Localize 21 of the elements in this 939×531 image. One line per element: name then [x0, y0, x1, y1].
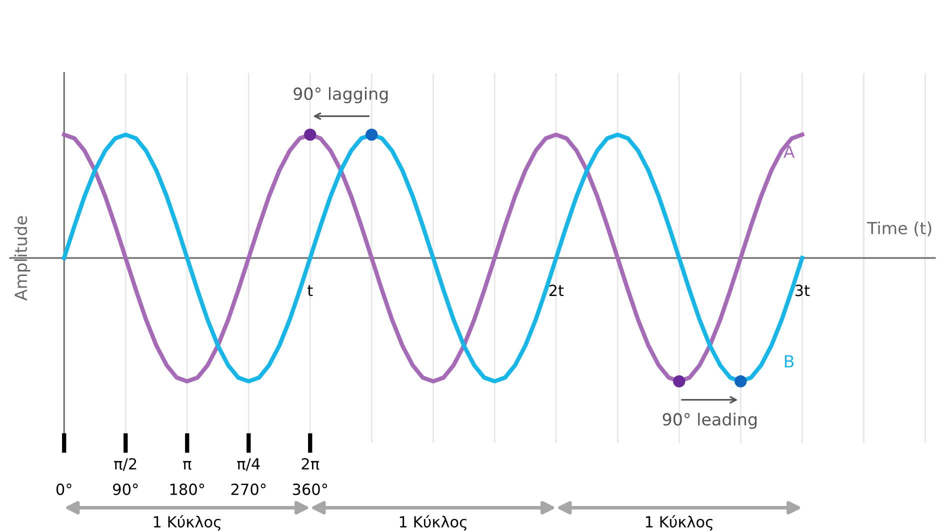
text: π: [183, 461, 192, 470]
text: π/4: [237, 458, 260, 471]
x2-tick-label: 360°: [292, 484, 328, 496]
annotation: 90° lagging: [294, 87, 388, 104]
text: 1 Κύκλος: [400, 515, 467, 531]
series-label: B: [784, 355, 794, 368]
x2-tick-label: 180°: [170, 484, 204, 496]
text: π/2: [114, 458, 136, 471]
x2-tick-label: 0°: [56, 484, 72, 496]
x-tick-label: t: [308, 285, 313, 296]
x-tick-label: 3t: [795, 284, 810, 296]
annotation: 90° leading: [662, 412, 757, 429]
text: 1 Κύκλος: [646, 515, 713, 531]
text: 1 Κύκλος: [154, 515, 221, 531]
series-label: A: [784, 146, 795, 158]
x-tick-label: 2t: [549, 284, 564, 296]
x-axis-title: Time (t): [866, 222, 932, 236]
y-axis-title: Amplitude: [14, 216, 30, 301]
x2-tick-label: 90°: [113, 484, 138, 496]
x2-tick-label: 270°: [231, 484, 266, 496]
text: 2π: [302, 458, 320, 470]
